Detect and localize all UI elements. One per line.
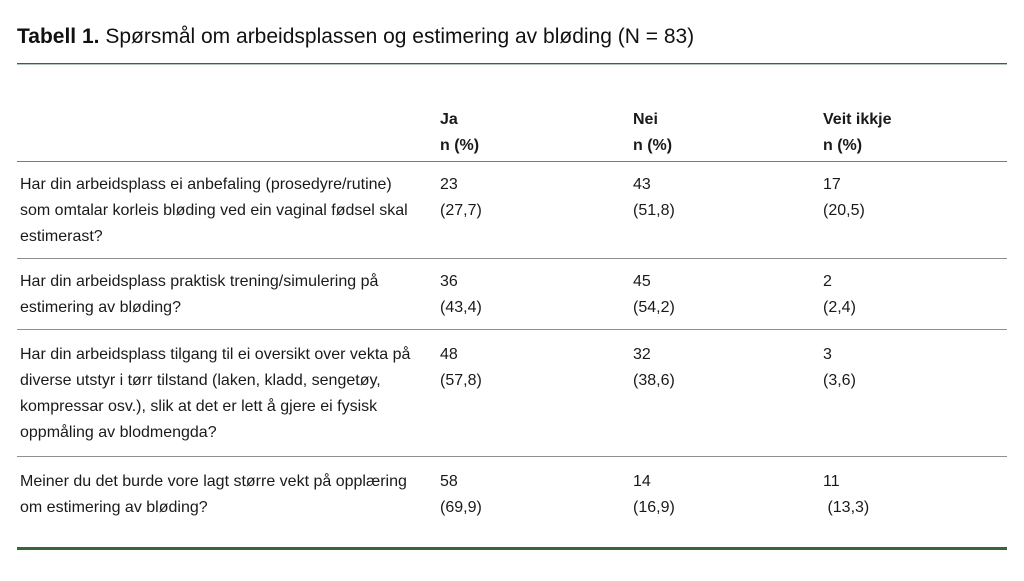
table-header-row: Ja n (%) Nei n (%) Veit ikkje n (%)	[17, 65, 1007, 162]
percent-value: (27,7)	[440, 202, 482, 219]
veit-ikkje-cell: 3 (3,6)	[823, 342, 1007, 446]
count-value: 11	[823, 473, 840, 490]
header-nei-cell: Nei n (%)	[633, 107, 823, 159]
veit-ikkje-cell: 17 (20,5)	[823, 172, 1007, 250]
percent-value: (38,6)	[633, 372, 675, 389]
header-nei-label: Nei	[633, 111, 658, 128]
table-figure: Tabell 1. Spørsmål om arbeidsplassen og …	[0, 24, 1024, 550]
percent-value: (16,9)	[633, 499, 675, 516]
percent-value: (69,9)	[440, 499, 482, 516]
table-row: Har din arbeidsplass praktisk trening/si…	[17, 259, 1007, 330]
percent-value: (43,4)	[440, 299, 482, 316]
count-value: 23	[440, 176, 458, 193]
table-title: Tabell 1. Spørsmål om arbeidsplassen og …	[17, 24, 1007, 50]
top-rule	[17, 63, 1007, 65]
veit-ikkje-cell: 11 (13,3)	[823, 469, 1007, 521]
count-value: 32	[633, 346, 651, 363]
table-row: Har din arbeidsplass tilgang til ei over…	[17, 330, 1007, 457]
count-value: 36	[440, 273, 458, 290]
nei-cell: 32 (38,6)	[633, 342, 823, 446]
percent-value: (54,2)	[633, 299, 675, 316]
header-ja-label: Ja	[440, 111, 458, 128]
question-cell: Meiner du det burde vore lagt større vek…	[20, 473, 407, 516]
header-veit-ikkje-label: Veit ikkje	[823, 111, 892, 128]
ja-cell: 48 (57,8)	[440, 342, 633, 446]
header-veit-ikkje-sub: n (%)	[823, 137, 863, 154]
question-cell: Har din arbeidsplass tilgang til ei over…	[20, 346, 411, 441]
nei-cell: 14 (16,9)	[633, 469, 823, 521]
header-ja-cell: Ja n (%)	[440, 107, 633, 159]
count-value: 17	[823, 176, 841, 193]
percent-value: (57,8)	[440, 372, 482, 389]
percent-value: (2,4)	[823, 299, 856, 316]
percent-value: (51,8)	[633, 202, 675, 219]
ja-cell: 23 (27,7)	[440, 172, 633, 250]
header-question-cell	[17, 107, 440, 159]
header-veit-ikkje-cell: Veit ikkje n (%)	[823, 107, 1007, 159]
ja-cell: 36 (43,4)	[440, 269, 633, 321]
percent-value: (20,5)	[823, 202, 865, 219]
table-title-label: Tabell 1.	[17, 25, 100, 48]
header-ja-sub: n (%)	[440, 137, 480, 154]
ja-cell: 58 (69,9)	[440, 469, 633, 521]
percent-value: (3,6)	[823, 372, 856, 389]
table-row: Har din arbeidsplass ei anbefaling (pros…	[17, 162, 1007, 259]
bottom-rule	[17, 547, 1007, 550]
veit-ikkje-cell: 2 (2,4)	[823, 269, 1007, 321]
question-cell: Har din arbeidsplass praktisk trening/si…	[20, 273, 379, 316]
count-value: 43	[633, 176, 651, 193]
question-cell: Har din arbeidsplass ei anbefaling (pros…	[20, 176, 408, 245]
count-value: 3	[823, 346, 832, 363]
table-row: Meiner du det burde vore lagt større vek…	[17, 457, 1007, 547]
nei-cell: 43 (51,8)	[633, 172, 823, 250]
percent-value: (13,3)	[823, 499, 870, 516]
count-value: 2	[823, 273, 832, 290]
count-value: 48	[440, 346, 458, 363]
count-value: 14	[633, 473, 651, 490]
header-nei-sub: n (%)	[633, 137, 673, 154]
count-value: 58	[440, 473, 458, 490]
table-title-text: Spørsmål om arbeidsplassen og estimering…	[105, 25, 695, 48]
nei-cell: 45 (54,2)	[633, 269, 823, 321]
count-value: 45	[633, 273, 651, 290]
